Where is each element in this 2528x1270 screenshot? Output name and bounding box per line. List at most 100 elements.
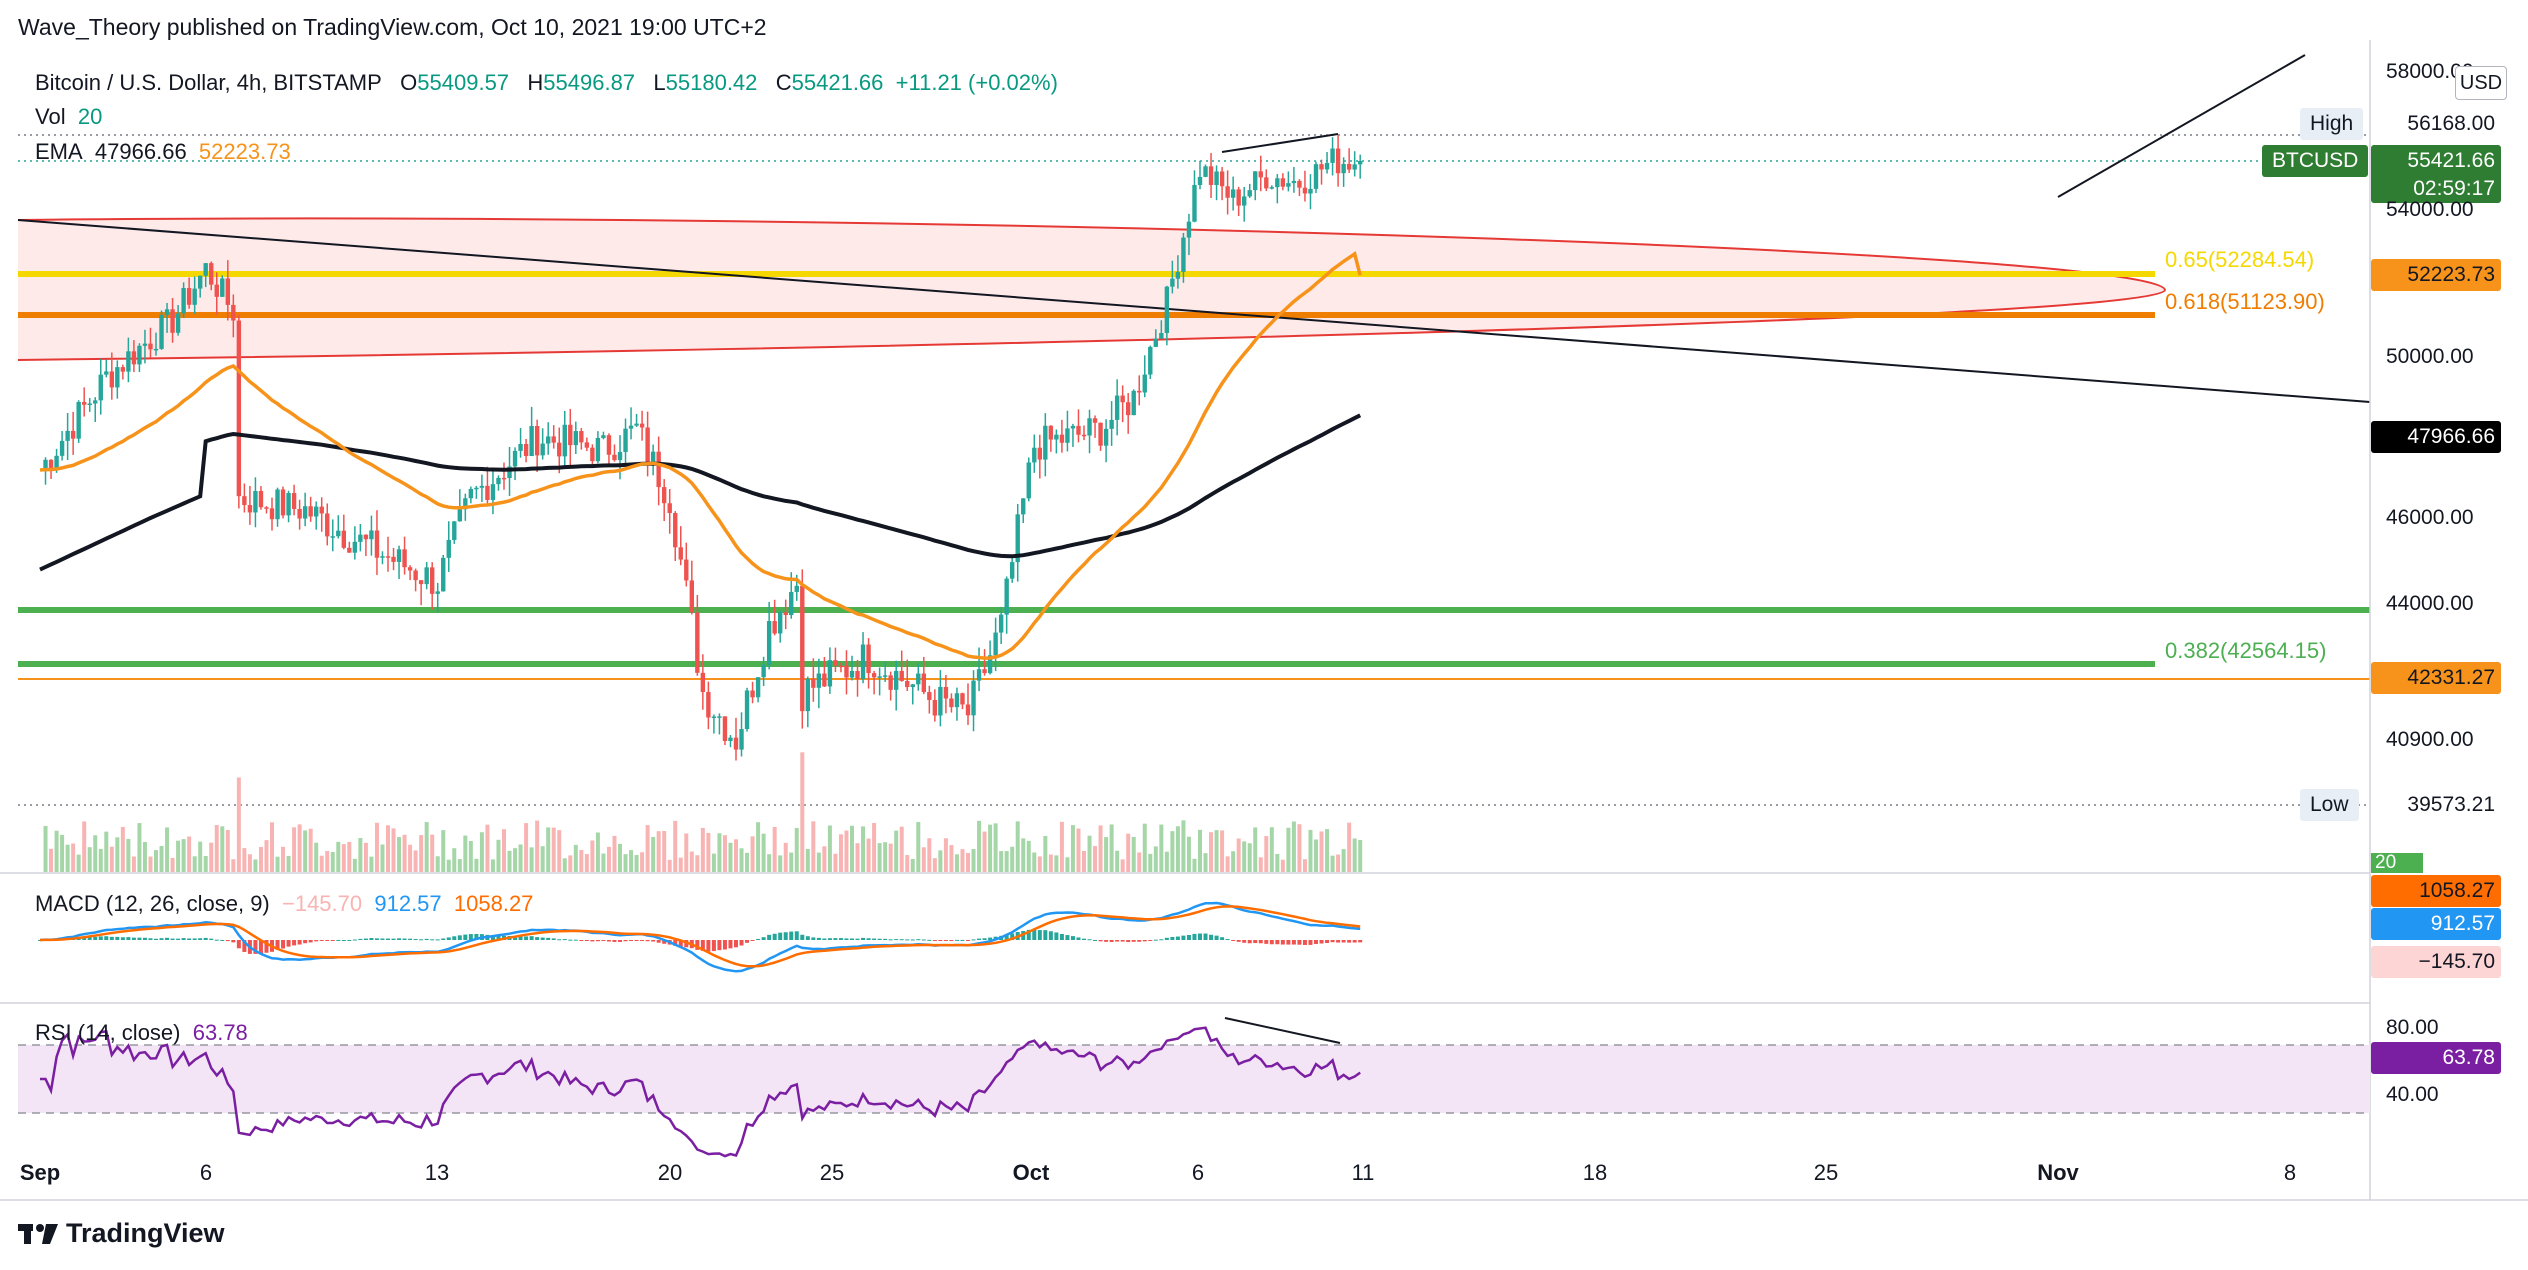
volume-bar	[1043, 835, 1048, 872]
volume-bar	[430, 834, 435, 872]
macd-histogram-bar	[159, 938, 164, 940]
candle-body	[1087, 418, 1092, 436]
macd-histogram-bar	[1314, 940, 1318, 944]
candle-body	[590, 447, 595, 462]
candle-body	[573, 431, 579, 446]
macd-histogram-bar	[750, 940, 755, 941]
volume-bar	[921, 847, 926, 872]
macd-histogram-bar	[347, 939, 352, 941]
candle-body	[645, 427, 650, 463]
volume-bar	[203, 856, 208, 872]
volume-bar	[264, 840, 269, 872]
candle-body	[971, 680, 976, 716]
macd-histogram-bar	[308, 940, 313, 943]
volume-bar	[286, 855, 291, 872]
volume-bar	[568, 855, 573, 872]
volume-bar	[827, 825, 832, 872]
volume-bar	[236, 777, 241, 872]
macd-histogram-bar	[1341, 940, 1346, 943]
candle-body	[860, 644, 866, 680]
volume-bar	[1341, 849, 1346, 872]
volume-bar	[1214, 830, 1219, 872]
candle-body	[1286, 183, 1291, 187]
volume-bar	[1302, 859, 1307, 872]
volume-bar	[54, 830, 59, 872]
vol-value: 20	[77, 104, 103, 129]
macd-histogram-bar	[1170, 936, 1175, 940]
macd-histogram-bar	[888, 939, 893, 941]
candle-body	[286, 493, 291, 516]
macd-histogram-bar	[1247, 940, 1252, 944]
candle-body	[833, 660, 838, 666]
candle-body	[717, 716, 722, 718]
rsi-divergence-line	[1224, 1017, 1341, 1044]
volume-bar	[397, 837, 402, 872]
volume-bar	[341, 844, 346, 872]
macd-histogram-bar	[1087, 939, 1092, 941]
volume-bar	[1098, 825, 1103, 872]
candle-body	[656, 451, 661, 488]
candle-body	[1280, 178, 1286, 187]
candle-body	[871, 673, 877, 678]
volume-bar	[292, 827, 297, 872]
macd-histogram-bar	[1352, 940, 1357, 943]
volume-bar	[159, 845, 164, 872]
volume-bar	[1093, 846, 1098, 872]
candle-body	[496, 477, 501, 485]
candle-body	[1214, 171, 1219, 185]
macd-histogram-bar	[1336, 940, 1341, 943]
close-label: C	[775, 70, 792, 95]
macd-histogram-bar	[1142, 940, 1147, 942]
volume-bar	[711, 853, 716, 872]
volume-bar	[1082, 850, 1086, 872]
candle-body	[827, 660, 833, 687]
candle-body	[501, 477, 507, 480]
candle-body	[1302, 187, 1308, 194]
volume-bar	[1054, 855, 1059, 872]
volume-bar	[441, 830, 446, 872]
candle-body	[269, 508, 275, 520]
candle-body	[463, 498, 468, 510]
descending-trendline	[17, 219, 2371, 403]
currency-button[interactable]: USD	[2455, 66, 2507, 100]
ema-orange-value: 52223.73	[198, 139, 291, 164]
candle-body	[1065, 428, 1070, 443]
macd-histogram-bar	[1120, 940, 1125, 942]
volume-bar	[678, 857, 683, 872]
macd-histogram-bar	[960, 939, 965, 941]
volume-bar	[104, 831, 109, 872]
macd-histogram-bar	[1098, 940, 1103, 942]
volume-bar	[905, 855, 910, 872]
macd-label: MACD (12, 26, close, 9)	[35, 891, 270, 916]
ema-black-axis-tag: 47966.66	[2371, 421, 2501, 453]
price-tick-50000: 50000.00	[2386, 345, 2474, 368]
macd-histogram-bar	[386, 938, 390, 940]
volume-bar	[1319, 831, 1324, 872]
macd-histogram-bar	[711, 940, 716, 952]
candle-body	[1021, 498, 1026, 515]
volume-bar	[816, 852, 821, 872]
volume-bar	[380, 844, 385, 872]
macd-histogram-bar	[811, 937, 816, 940]
macd-histogram-bar	[844, 938, 849, 940]
volume-bar	[988, 824, 993, 872]
volume-bar	[408, 844, 413, 872]
candle-body	[623, 428, 628, 453]
volume-bar	[137, 823, 142, 872]
candle-body	[1313, 164, 1319, 189]
ascending-trendline	[2057, 54, 2306, 198]
volume-bar	[943, 838, 948, 872]
macd-histogram-bar	[397, 938, 402, 940]
volume-bar	[374, 822, 379, 872]
volume-bar	[98, 848, 103, 872]
macd-histogram-bar	[286, 940, 291, 947]
volume-bar	[1203, 853, 1208, 872]
macd-histogram-bar	[176, 938, 181, 940]
candle-body	[1026, 462, 1031, 499]
candle-body	[319, 506, 324, 514]
volume-bar	[148, 856, 153, 872]
volume-bar	[932, 858, 937, 872]
volume-bar	[281, 846, 286, 872]
candle-body	[1253, 171, 1258, 191]
